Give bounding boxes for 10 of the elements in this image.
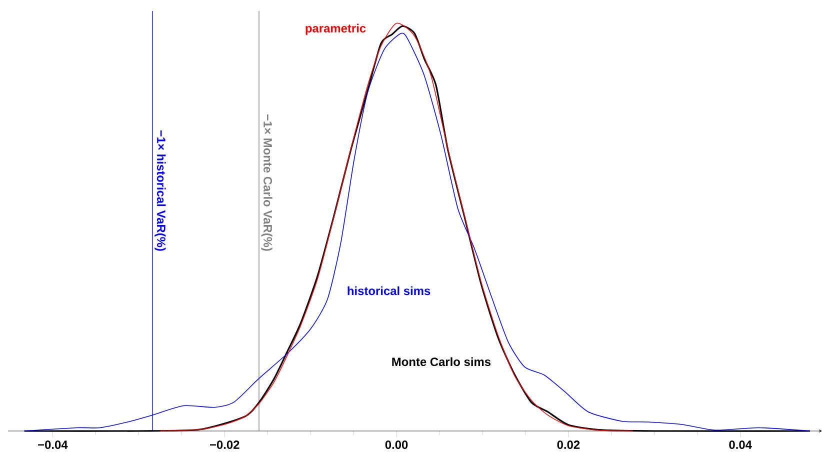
series-label: historical sims xyxy=(348,286,430,296)
x-tick-label: 0.04 xyxy=(729,440,752,449)
series-label: parametric xyxy=(306,24,366,35)
ref-line-label: −1× historical VaR(%) xyxy=(154,130,166,251)
x-tick-label: 0.00 xyxy=(385,440,408,449)
ref-line-label: −1× Monte Carlo VaR(%) xyxy=(261,114,272,251)
series-label: Monte Carlo sims xyxy=(392,357,491,366)
x-tick-label: −0.02 xyxy=(210,440,240,449)
x-tick-label: −0.04 xyxy=(38,440,68,449)
x-tick-label: 0.02 xyxy=(557,440,580,449)
